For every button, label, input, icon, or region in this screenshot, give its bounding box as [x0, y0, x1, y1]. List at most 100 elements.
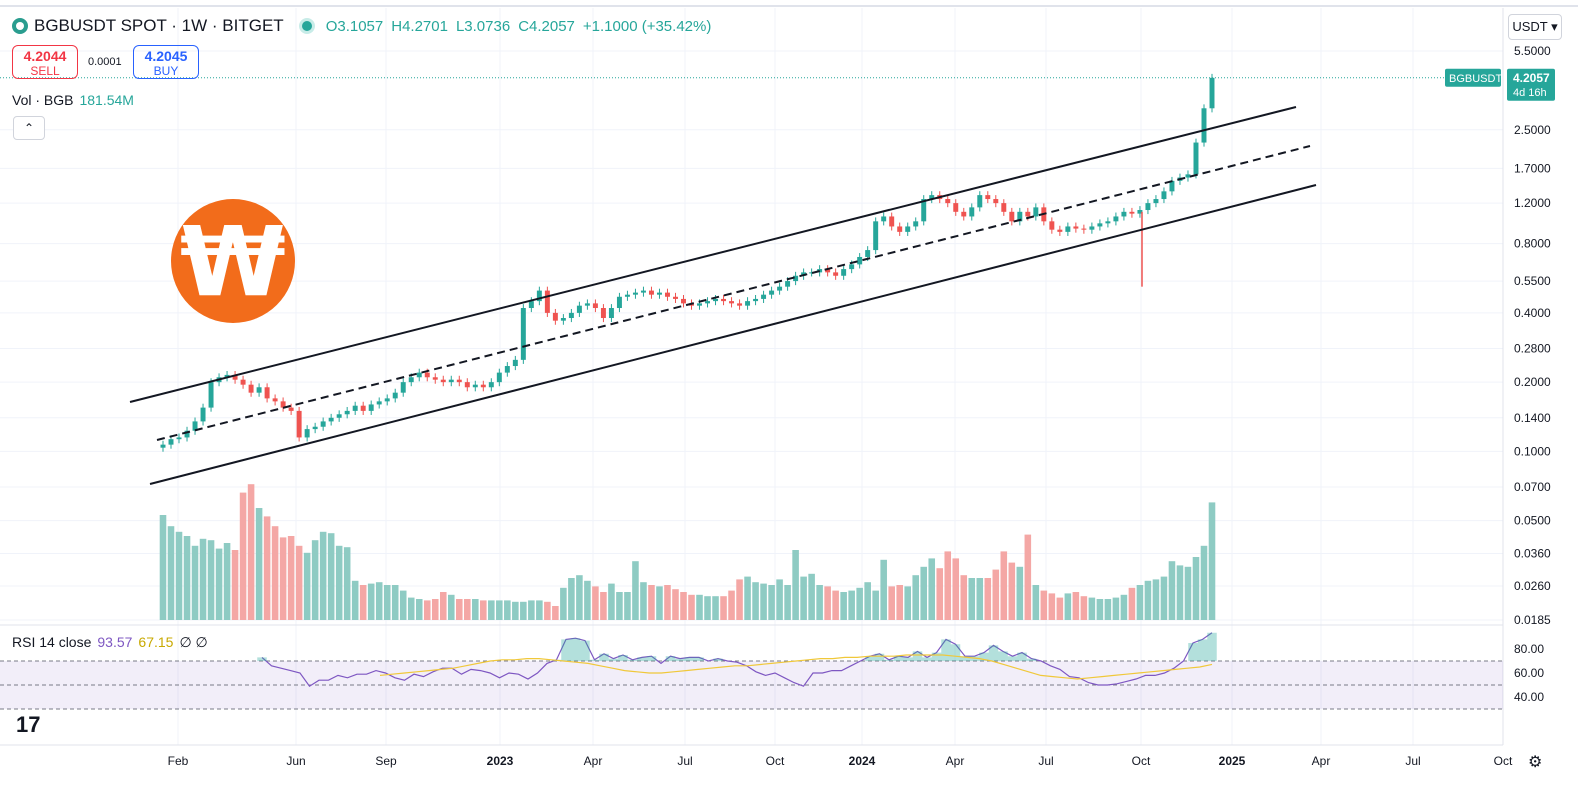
candle-body: [1057, 229, 1063, 232]
rsi-line: [261, 632, 1213, 688]
candle-body: [360, 405, 366, 411]
volume-bar: [1112, 597, 1120, 620]
candle-body: [1113, 216, 1119, 222]
time-tick-label: Apr: [946, 754, 965, 768]
price-tag-countdown: 4d 16h: [1513, 87, 1547, 99]
volume-bar: [1120, 594, 1128, 620]
volume-bar: [1016, 566, 1024, 620]
time-tick-label: 2023: [487, 754, 514, 768]
volume-bar: [383, 585, 391, 620]
volume-bar: [1096, 599, 1104, 620]
volume-bar: [215, 548, 223, 620]
volume-bar: [976, 578, 984, 620]
candle-body: [1137, 210, 1143, 214]
volume-bar: [1000, 551, 1008, 620]
volume-bar: [808, 573, 815, 620]
candle-body: [272, 398, 278, 402]
candle-body: [993, 199, 999, 204]
tradingview-logo[interactable]: 17: [16, 712, 41, 737]
candle-body: [400, 382, 406, 393]
sell-button[interactable]: 4.2044 SELL: [12, 45, 78, 79]
candle-body: [833, 272, 839, 276]
volume-bar: [1192, 557, 1200, 620]
candle-body: [1049, 221, 1055, 230]
candle-body: [745, 301, 751, 306]
time-tick-label: Oct: [1132, 754, 1151, 768]
rsi-overbought-fill: [257, 632, 1217, 661]
sell-price: 4.2044: [23, 48, 67, 64]
volume-bar: [351, 580, 359, 620]
candle-body: [753, 298, 759, 302]
price-tick-label: 0.0700: [1514, 480, 1551, 494]
candle-body: [841, 269, 847, 276]
volume-bar: [311, 540, 319, 620]
candle-body: [985, 195, 991, 200]
candle-body: [640, 290, 646, 293]
volume-bar: [1024, 534, 1032, 620]
candle-body: [352, 405, 358, 411]
candle-body: [873, 221, 879, 251]
volume-bar: [439, 592, 447, 620]
volume-bar: [824, 586, 831, 620]
candle-body: [224, 374, 230, 378]
candle-body: [913, 221, 919, 227]
candle-body: [168, 439, 174, 445]
volume-bar: [728, 590, 735, 620]
low-value: L3.0736: [455, 17, 511, 35]
time-tick-label: 2025: [1219, 754, 1246, 768]
volume-bar: [239, 492, 247, 620]
channel-upper-line: [129, 106, 1297, 403]
volume-bar: [375, 582, 383, 620]
candle-body: [320, 421, 326, 427]
price-tag-symbol-box: [1445, 68, 1501, 87]
volume-bar: [752, 582, 759, 620]
candle-body: [1017, 211, 1023, 222]
volume-bar: [744, 576, 751, 620]
collapse-legend-button[interactable]: ⌃: [13, 116, 45, 140]
time-tick-label: Oct: [1494, 754, 1513, 768]
candle-body: [1089, 226, 1095, 230]
volume-bar: [944, 551, 952, 620]
candle-body: [721, 298, 727, 302]
candle-body: [240, 379, 246, 385]
volume-bar: [552, 606, 559, 620]
volume-bar: [984, 578, 992, 620]
rsi-value: 93.57: [97, 634, 133, 650]
volume-bar: [736, 579, 743, 620]
candle-body: [544, 290, 550, 313]
buy-label: BUY: [153, 64, 179, 78]
volume-bar: [968, 578, 976, 620]
candle-body: [809, 272, 815, 274]
price-tick-label: 0.0500: [1514, 514, 1551, 528]
sell-label: SELL: [30, 64, 60, 78]
volume-bar: [648, 585, 655, 620]
buy-button[interactable]: 4.2045 BUY: [133, 45, 199, 79]
candle-body: [1153, 199, 1159, 204]
candle-body: [1009, 211, 1015, 222]
close-value: C4.2057: [518, 17, 575, 35]
volume-bar: [319, 531, 327, 620]
candle-body: [200, 407, 206, 422]
price-tick-label: 0.5500: [1514, 274, 1551, 288]
candle-body: [592, 303, 598, 309]
channel-mid-line: [156, 145, 1311, 441]
candle-body: [176, 437, 182, 440]
candle-body: [1033, 207, 1039, 217]
time-tick-label: Jul: [1038, 754, 1053, 768]
candle-body: [392, 392, 398, 399]
volume-bar: [936, 568, 944, 620]
candle-body: [857, 256, 863, 265]
volume-bar: [536, 600, 543, 620]
volume-bar: [888, 586, 895, 620]
volume-bar: [880, 559, 887, 620]
volume-bar: [464, 599, 471, 620]
candle-body: [472, 384, 478, 388]
symbol-title[interactable]: BGBUSDT SPOT · 1W · BITGET: [34, 16, 284, 35]
gear-icon[interactable]: ⚙: [1528, 754, 1543, 771]
candle-body: [576, 305, 582, 313]
price-tick-label: 0.4000: [1514, 306, 1551, 320]
candle-body: [656, 292, 662, 295]
volume-bar: [199, 538, 207, 620]
currency-select[interactable]: USDT ▾: [1508, 14, 1562, 40]
